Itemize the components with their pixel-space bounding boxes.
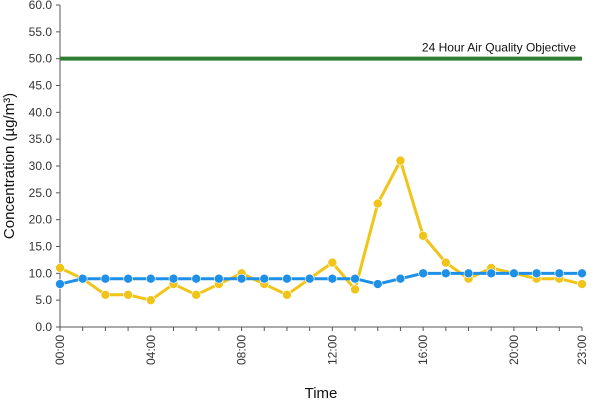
series-2-point: [418, 268, 428, 279]
series-2-point: [236, 273, 247, 284]
series-2-point: [577, 268, 587, 279]
series-2-point: [123, 273, 133, 284]
y-tick-label: 30.0: [29, 159, 53, 173]
series-1-point: [145, 295, 156, 305]
series-1-point: [327, 257, 338, 268]
series-1-point: [123, 289, 133, 300]
y-tick-label: 35.0: [29, 132, 53, 146]
y-tick-label: 15.0: [29, 240, 53, 254]
y-axis-title: Concentration (µg/m³): [1, 93, 18, 239]
series-2-point: [372, 279, 383, 289]
y-tick-label: 20.0: [29, 213, 53, 227]
series-1-point: [418, 230, 428, 241]
series-1-point: [100, 289, 111, 300]
series-1-point: [350, 284, 360, 295]
series-2-point: [304, 273, 315, 284]
x-tick-label: 12:00: [325, 335, 339, 365]
y-tick-label: 45.0: [29, 79, 53, 93]
series-2-point: [77, 273, 88, 284]
y-tick-label: 50.0: [29, 52, 53, 66]
series-2-point: [486, 268, 497, 279]
x-tick-label: 04:00: [144, 335, 158, 365]
x-tick-label: 16:00: [416, 335, 430, 365]
y-tick-label: 60.0: [29, 0, 53, 12]
series-1-point: [372, 198, 383, 209]
series-2-point: [214, 273, 224, 284]
x-axis-title: Time: [305, 385, 338, 400]
x-tick-label: 08:00: [235, 335, 249, 365]
y-tick-label: 25.0: [29, 186, 53, 200]
series-2-point: [282, 273, 292, 284]
series-group: [55, 155, 587, 305]
y-tick-label: 55.0: [29, 25, 53, 39]
x-tick-label: 23:00: [575, 335, 589, 365]
objective-line-group: 24 Hour Air Quality Objective: [60, 41, 582, 61]
series-1-point: [191, 289, 201, 300]
series-2-point: [145, 273, 156, 284]
series-2-point: [259, 273, 270, 284]
series-1-point: [441, 257, 451, 268]
series-2-line: [59, 271, 582, 286]
x-ticks: 00:00 04:00 08:00 12:00 16:00 20:00 23:00: [53, 327, 589, 365]
series-2-point: [441, 268, 451, 279]
series-2-point: [395, 273, 406, 284]
series-2-point: [554, 268, 565, 279]
x-tick-label: 00:00: [53, 335, 67, 365]
y-tick-label: 10.0: [29, 266, 53, 280]
series-2-point: [531, 268, 542, 279]
y-ticks: 0.0 5.0 10.0 15.0 20.0 25.0 30.0 35.0 40.0 45.0 50…: [29, 0, 60, 334]
series-2: [55, 268, 587, 289]
series-2-point: [55, 279, 65, 289]
series-2-point: [191, 273, 201, 284]
series-1-point: [55, 263, 65, 273]
series-1-point: [282, 289, 292, 300]
objective-label: 24 Hour Air Quality Objective: [422, 41, 576, 55]
series-1-point: [577, 279, 587, 289]
series-2-point: [463, 268, 474, 279]
series-1: [55, 155, 587, 305]
y-tick-label: 0.0: [35, 320, 52, 334]
y-tick-label: 5.0: [35, 293, 52, 307]
x-tick-label: 20:00: [507, 335, 521, 365]
series-1-point: [395, 155, 406, 166]
series-2-point: [350, 273, 360, 284]
series-2-point: [327, 273, 338, 284]
series-2-point: [509, 268, 519, 279]
y-tick-label: 40.0: [29, 105, 53, 119]
series-2-point: [168, 273, 179, 284]
series-2-point: [100, 273, 111, 284]
